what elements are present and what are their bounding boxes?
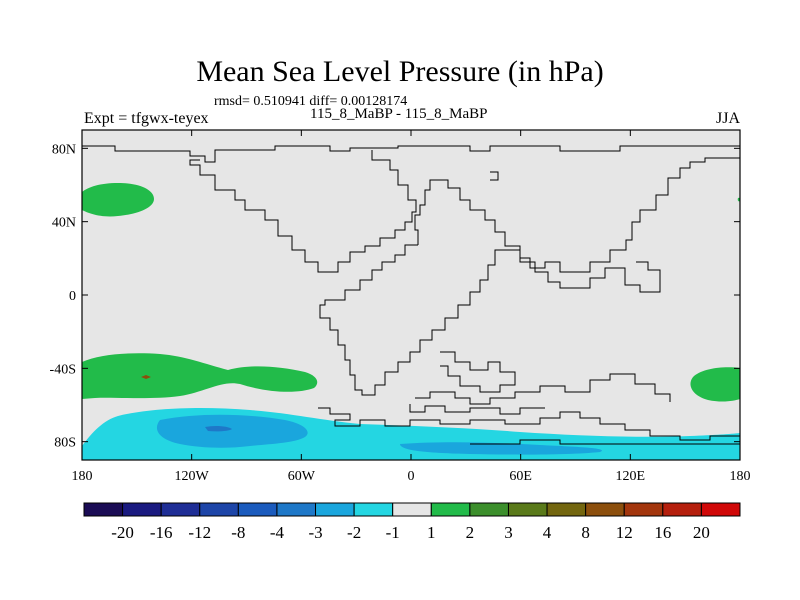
- y-tick-label: -40S: [50, 362, 76, 377]
- colorbar-label: -12: [188, 523, 211, 542]
- colorbar-swatch: [430, 502, 471, 517]
- colorbar-swatch: [700, 502, 741, 517]
- colorbar-label: 2: [466, 523, 475, 542]
- colorbar-swatch: [662, 502, 702, 517]
- colorbar-swatch: [353, 502, 394, 517]
- coastline-antarctica-inner: [409, 404, 545, 415]
- x-tick-label: 120E: [616, 469, 646, 484]
- y-tick-label: 80S: [54, 436, 76, 451]
- colorbar-swatch: [237, 502, 278, 517]
- colorbar-label: -2: [347, 523, 361, 542]
- coastline-north-rim: [82, 145, 740, 163]
- x-tick-label: 180: [730, 469, 751, 484]
- colorbar-swatch: [83, 502, 124, 517]
- colorbar-swatch: [122, 502, 162, 517]
- y-tick-label: 40N: [52, 216, 76, 231]
- coastline-south-central: [440, 351, 516, 393]
- season-label: JJA: [716, 110, 741, 127]
- coastlines: [82, 145, 740, 445]
- comparison-label: 115_8_MaBP - 115_8_MaBP: [310, 106, 488, 122]
- colorbar-label: 8: [581, 523, 590, 542]
- negative-anomaly-mid-band: [156, 414, 602, 455]
- x-tick-label: 0: [408, 469, 415, 484]
- colorbar-label: 1: [427, 523, 436, 542]
- x-axis: 180 120W 60W 0 60E 120E 180: [72, 130, 751, 484]
- coastline-island-north: [490, 171, 499, 181]
- coastline-interior-seaway: [319, 244, 505, 396]
- colorbar-label: 3: [504, 523, 513, 542]
- coastline-northeast: [414, 157, 740, 273]
- x-tick-label: 180: [72, 469, 93, 484]
- colorbar-swatch: [315, 502, 355, 517]
- coastline-east-lobe: [505, 249, 661, 293]
- positive-anomaly-north-pacific: [82, 183, 154, 217]
- x-tick-label: 60E: [509, 469, 532, 484]
- negative-anomaly-regions: [82, 375, 740, 460]
- colorbar-label: -16: [150, 523, 173, 542]
- colorbar-label: -20: [111, 523, 134, 542]
- colorbar-label: 12: [616, 523, 633, 542]
- colorbar-swatch: [276, 502, 317, 517]
- colorbar-swatch: [546, 502, 587, 517]
- colorbar-label: -1: [386, 523, 400, 542]
- y-tick-label: 0: [69, 289, 76, 304]
- colorbar: -20 -16 -12 -8 -4 -3 -2 -1 1 2 3 4 8 12 16 20: [83, 502, 741, 542]
- negative-anomaly-dark-center: [205, 425, 232, 432]
- colorbar-swatch: [469, 502, 509, 517]
- chart-title: Mean Sea Level Pressure (in hPa): [196, 55, 604, 88]
- coastline-northwest: [189, 150, 417, 273]
- coastline-antarctica-north: [318, 407, 740, 441]
- colorbar-label: 20: [693, 523, 710, 542]
- colorbar-swatch: [392, 502, 432, 517]
- colorbar-label: 16: [654, 523, 671, 542]
- colorbar-label: -8: [231, 523, 245, 542]
- x-tick-label: 120W: [175, 469, 210, 484]
- colorbar-swatch: [199, 502, 239, 517]
- rmsd-diff-stats: rmsd= 0.510941 diff= 0.00128174: [214, 94, 408, 109]
- x-tick-label: 60W: [288, 469, 316, 484]
- coastline-south-arm: [415, 373, 671, 405]
- y-tick-label: 80N: [52, 142, 76, 157]
- colorbar-swatch: [160, 502, 201, 517]
- colorbar-swatch: [585, 502, 625, 517]
- positive-anomaly-south-indian: [690, 367, 740, 402]
- colorbar-label: -3: [308, 523, 322, 542]
- map-background: [82, 130, 740, 460]
- colorbar-swatch: [507, 502, 548, 517]
- colorbar-swatch: [623, 502, 664, 517]
- anomaly-marker-south-pacific: [141, 375, 151, 379]
- experiment-label: Expt = tfgwx-teyex: [84, 110, 209, 127]
- positive-anomaly-regions: [82, 183, 741, 402]
- colorbar-label: -4: [270, 523, 285, 542]
- colorbar-label: 4: [543, 523, 552, 542]
- coastline-antarctica-south: [470, 439, 740, 445]
- positive-anomaly-south-pacific: [82, 353, 318, 399]
- y-axis: 80N 40N 0 -40S 80S: [50, 142, 740, 451]
